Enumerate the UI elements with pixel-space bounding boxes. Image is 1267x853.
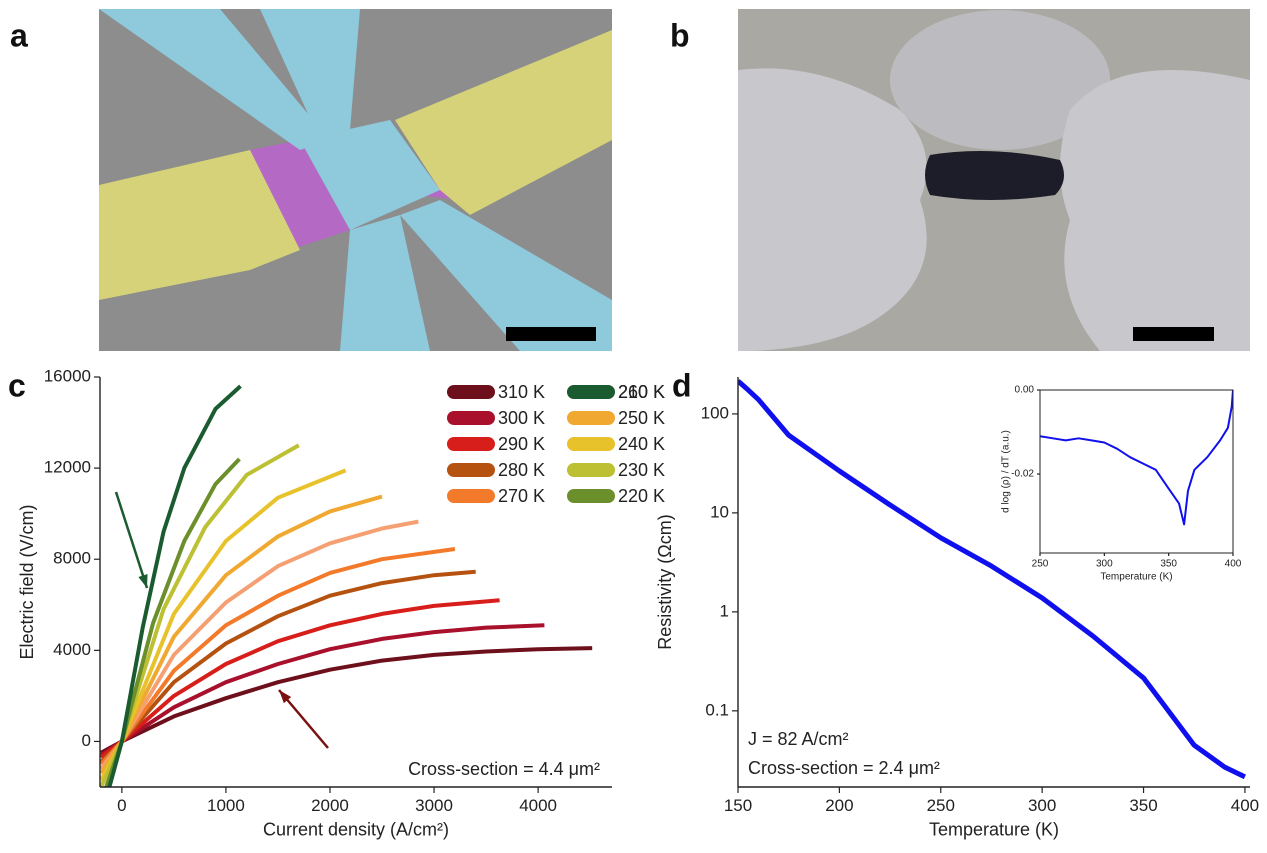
legend-label: 310 K xyxy=(498,382,545,402)
data-line xyxy=(1040,390,1233,526)
y-axis-label: d log (ρ) / dT (a.u.) xyxy=(1001,430,1012,513)
x-axis-label: Current density (A/cm²) xyxy=(263,820,449,840)
arrow xyxy=(114,491,149,589)
arrow-head xyxy=(138,574,148,588)
panel-letter: d xyxy=(672,367,692,403)
legend-label: 260 K xyxy=(618,382,665,402)
data-line xyxy=(107,384,242,787)
x-tick-label: 150 xyxy=(724,796,752,815)
y-tick-label: 12000 xyxy=(44,458,91,477)
data-line xyxy=(100,598,500,759)
data-line xyxy=(100,569,476,764)
legend-label: 230 K xyxy=(618,460,665,480)
annotation: Cross-section = 2.4 μm² xyxy=(748,758,940,778)
legend-label: 290 K xyxy=(498,434,545,454)
y-tick-label: 100 xyxy=(701,403,729,422)
x-tick-label: 1000 xyxy=(207,796,245,815)
x-tick-label: 0 xyxy=(117,796,126,815)
y-tick-label: 10 xyxy=(710,502,729,521)
legend-label: 300 K xyxy=(498,408,545,428)
legend-label: 210 K xyxy=(618,382,665,402)
y-tick-label: 16000 xyxy=(44,366,91,385)
x-tick-label: 400 xyxy=(1231,796,1259,815)
legend-label: 250 K xyxy=(618,408,665,428)
data-line xyxy=(100,623,545,757)
y-tick-label: 0 xyxy=(82,731,91,750)
panel-letter: b xyxy=(670,17,690,53)
x-tick-label: 200 xyxy=(825,796,853,815)
legend-label: 240 K xyxy=(618,434,665,454)
x-axis-label: Temperature (K) xyxy=(1100,572,1172,583)
y-tick-label: 0.00 xyxy=(1015,385,1035,396)
x-tick-label: 3000 xyxy=(415,796,453,815)
annotation: Cross-section = 4.4 μm² xyxy=(408,759,600,779)
arrow-head xyxy=(279,690,292,704)
x-tick-label: 350 xyxy=(1160,559,1177,570)
y-axis-label: Electric field (V/cm) xyxy=(17,504,37,659)
y-tick-label: -0.02 xyxy=(1011,469,1034,480)
y-axis-label: Resistivity (Ωcm) xyxy=(655,514,675,649)
data-line xyxy=(100,646,593,755)
x-tick-label: 250 xyxy=(927,796,955,815)
panel-letter: c xyxy=(8,367,26,403)
x-tick-label: 350 xyxy=(1129,796,1157,815)
legend-label: 220 K xyxy=(618,486,665,506)
x-tick-label: 250 xyxy=(1032,559,1049,570)
y-tick-label: 4000 xyxy=(53,640,91,659)
y-tick-label: 8000 xyxy=(53,549,91,568)
x-tick-label: 300 xyxy=(1028,796,1056,815)
x-axis-label: Temperature (K) xyxy=(929,820,1059,840)
plot-frame xyxy=(1039,389,1234,554)
y-tick-label: 0.1 xyxy=(705,700,729,719)
x-tick-label: 4000 xyxy=(519,796,557,815)
data-line xyxy=(738,379,1246,780)
x-tick-label: 2000 xyxy=(311,796,349,815)
legend-label: 280 K xyxy=(498,460,545,480)
y-tick-label: 1 xyxy=(720,601,729,620)
panel-letter: a xyxy=(10,17,28,53)
x-tick-label: 300 xyxy=(1096,559,1113,570)
legend-label: 270 K xyxy=(498,486,545,506)
optical-image xyxy=(738,9,1250,351)
x-tick-label: 400 xyxy=(1225,559,1242,570)
annotation: J = 82 A/cm² xyxy=(748,729,849,749)
sem-image xyxy=(99,9,612,351)
